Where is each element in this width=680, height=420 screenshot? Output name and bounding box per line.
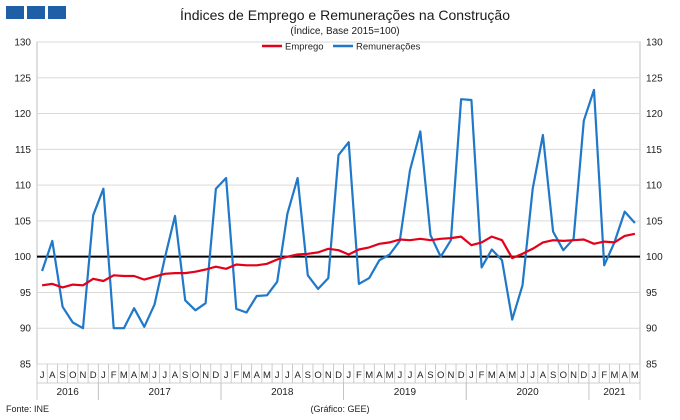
x-tick-label: O bbox=[314, 370, 321, 381]
x-tick-label: J bbox=[469, 370, 474, 381]
x-tick-label: F bbox=[601, 370, 607, 381]
x-tick-label: J bbox=[40, 370, 45, 381]
y-tick-label-right: 90 bbox=[646, 324, 658, 335]
x-tick-label: M bbox=[631, 370, 639, 381]
y-tick-label-right: 125 bbox=[646, 73, 663, 84]
x-tick-label: A bbox=[49, 370, 56, 381]
y-tick-label-right: 105 bbox=[646, 216, 663, 227]
x-tick-label: F bbox=[356, 370, 362, 381]
series-line-emprego bbox=[41, 232, 636, 289]
x-tick-label: A bbox=[499, 370, 506, 381]
logo-block bbox=[27, 6, 45, 19]
y-tick-label-left: 115 bbox=[15, 145, 31, 156]
x-tick-label: M bbox=[488, 370, 496, 381]
year-label: 2021 bbox=[603, 387, 626, 398]
x-tick-label: S bbox=[182, 370, 188, 381]
x-tick-label: M bbox=[140, 370, 148, 381]
y-tick-label-left: 90 bbox=[20, 324, 32, 335]
x-tick-label: S bbox=[305, 370, 311, 381]
y-tick-label-left: 120 bbox=[14, 109, 31, 120]
y-tick-label-right: 120 bbox=[646, 109, 663, 120]
x-tick-label: F bbox=[479, 370, 485, 381]
x-tick-label: J bbox=[101, 370, 106, 381]
x-tick-label: S bbox=[427, 370, 433, 381]
x-tick-label: J bbox=[285, 370, 290, 381]
source-note: Fonte: INE bbox=[6, 404, 49, 414]
year-label: 2020 bbox=[516, 387, 539, 398]
chart-title: Índices de Emprego e Remunerações na Con… bbox=[180, 7, 510, 23]
year-label: 2018 bbox=[271, 387, 294, 398]
x-tick-label: J bbox=[530, 370, 535, 381]
x-tick-label: S bbox=[550, 370, 556, 381]
y-tick-label-right: 85 bbox=[646, 360, 658, 371]
y-tick-label-left: 125 bbox=[14, 73, 31, 84]
y-tick-label-left: 85 bbox=[20, 360, 32, 371]
y-tick-label-left: 105 bbox=[14, 216, 31, 227]
x-tick-label: N bbox=[447, 370, 454, 381]
credit-note: (Gráfico: GEE) bbox=[310, 404, 369, 414]
x-tick-label: O bbox=[437, 370, 444, 381]
x-tick-label: M bbox=[508, 370, 516, 381]
x-tick-label: J bbox=[224, 370, 229, 381]
x-tick-label: N bbox=[202, 370, 209, 381]
x-tick-label: M bbox=[386, 370, 394, 381]
x-tick-label: F bbox=[233, 370, 239, 381]
x-tick-label: M bbox=[610, 370, 618, 381]
y-tick-label-left: 110 bbox=[15, 181, 31, 192]
x-tick-label: D bbox=[335, 370, 342, 381]
x-tick-label: D bbox=[90, 370, 97, 381]
x-tick-label: O bbox=[192, 370, 199, 381]
gee-logo bbox=[6, 6, 66, 19]
x-tick-label: J bbox=[152, 370, 157, 381]
x-tick-label: M bbox=[263, 370, 271, 381]
x-tick-label: M bbox=[243, 370, 251, 381]
y-tick-label-right: 100 bbox=[646, 252, 663, 263]
x-tick-label: J bbox=[520, 370, 525, 381]
x-tick-label: A bbox=[254, 370, 261, 381]
logo-block bbox=[6, 6, 24, 19]
x-tick-label: M bbox=[120, 370, 128, 381]
x-tick-label: A bbox=[376, 370, 383, 381]
y-tick-label-left: 130 bbox=[14, 38, 31, 49]
x-tick-label: J bbox=[275, 370, 280, 381]
x-tick-label: S bbox=[59, 370, 65, 381]
y-tick-label-left: 100 bbox=[14, 252, 31, 263]
x-tick-label: O bbox=[560, 370, 567, 381]
y-tick-label-right: 115 bbox=[646, 145, 662, 156]
x-tick-label: N bbox=[570, 370, 577, 381]
x-tick-label: F bbox=[111, 370, 117, 381]
year-label: 2019 bbox=[394, 387, 417, 398]
x-tick-label: O bbox=[69, 370, 76, 381]
y-tick-label-right: 130 bbox=[646, 38, 663, 49]
year-label: 2017 bbox=[149, 387, 172, 398]
x-tick-label: N bbox=[80, 370, 87, 381]
y-tick-label-right: 95 bbox=[646, 288, 658, 299]
legend-label: Emprego bbox=[285, 42, 324, 53]
x-tick-label: A bbox=[172, 370, 179, 381]
y-tick-label-right: 110 bbox=[646, 181, 662, 192]
year-label: 2016 bbox=[57, 387, 80, 398]
x-tick-label: M bbox=[365, 370, 373, 381]
x-tick-label: N bbox=[325, 370, 332, 381]
x-tick-label: J bbox=[408, 370, 413, 381]
series-line-remuneracoes bbox=[41, 88, 636, 330]
x-tick-label: J bbox=[162, 370, 167, 381]
y-tick-label-left: 95 bbox=[20, 288, 32, 299]
x-tick-label: D bbox=[458, 370, 465, 381]
x-tick-label: J bbox=[592, 370, 597, 381]
x-tick-label: J bbox=[346, 370, 351, 381]
x-tick-label: A bbox=[294, 370, 301, 381]
x-tick-label: A bbox=[621, 370, 628, 381]
legend-label: Remunerações bbox=[356, 42, 421, 53]
x-tick-label: D bbox=[212, 370, 219, 381]
x-tick-label: A bbox=[417, 370, 424, 381]
x-tick-label: J bbox=[397, 370, 402, 381]
x-tick-label: D bbox=[580, 370, 587, 381]
logo-block bbox=[48, 6, 66, 19]
x-tick-label: A bbox=[131, 370, 138, 381]
x-tick-label: A bbox=[540, 370, 547, 381]
chart-subtitle: (Índice, Base 2015=100) bbox=[290, 24, 399, 37]
